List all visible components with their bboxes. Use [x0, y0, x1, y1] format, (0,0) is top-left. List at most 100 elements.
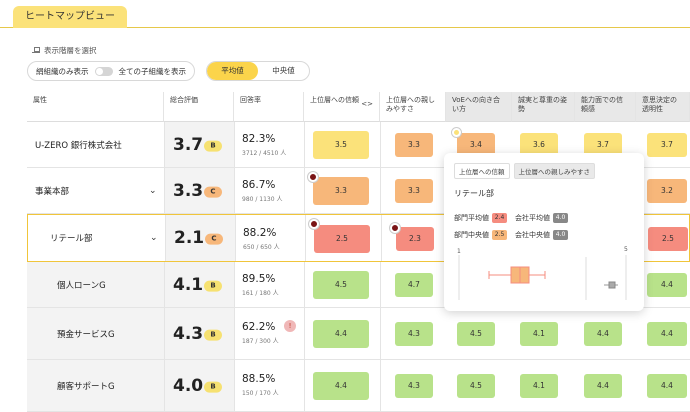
heat-cell[interactable]: 4.5 — [457, 322, 495, 346]
heat-cell[interactable]: 4.1 — [520, 322, 558, 346]
segment-median[interactable]: 中央値 — [272, 66, 295, 75]
dept-median-label: 部門中央値 — [454, 230, 489, 239]
overall-score: 3.7 — [173, 134, 204, 155]
response-rate: 89.5% — [242, 273, 276, 285]
hierarchy-label-text: 表示階層を選択 — [44, 46, 97, 55]
heat-cell[interactable]: 4.4 — [647, 273, 687, 297]
header-c2[interactable]: 上位層への親しみやすさ — [380, 92, 446, 122]
company-median-value: 4.0 — [553, 229, 568, 240]
response-count: 3712 / 4510 人 — [242, 150, 287, 157]
heat-cell[interactable]: 2.3 — [396, 227, 434, 251]
heat-cell[interactable]: 4.5 — [457, 374, 495, 398]
row-name: 事業本部 — [35, 186, 70, 197]
table-row-company[interactable]: U-ZERO 銀行株式会社 3.7 B 82.3% 3712 / 4510 人 … — [27, 122, 690, 168]
child-org-toggle[interactable]: 絹組織のみ表示 全ての子組織を表示 — [27, 61, 195, 81]
heat-cell[interactable]: 2.5 — [314, 225, 370, 253]
hierarchy-label: 表示階層を選択 — [32, 45, 97, 56]
alert-dot[interactable] — [308, 172, 318, 182]
row-name: 顧客サポートG — [57, 381, 115, 392]
response-count: 150 / 170 人 — [242, 390, 279, 397]
grade-badge: B — [204, 329, 222, 341]
row-name: U-ZERO 銀行株式会社 — [35, 140, 122, 151]
row-name: 個人ローンG — [57, 280, 106, 291]
chevron-down-icon[interactable]: ⌄ — [150, 233, 158, 243]
response-rate: 82.3% — [242, 133, 276, 145]
company-avg-value: 4.0 — [553, 212, 568, 223]
heat-cell[interactable]: 3.3 — [395, 133, 433, 157]
response-rate: 88.5% — [242, 373, 276, 385]
overall-score: 4.0 — [173, 375, 204, 396]
sort-icon[interactable]: <> — [361, 100, 373, 108]
dept-avg-label: 部門平均値 — [454, 213, 489, 222]
heat-cell[interactable]: 3.5 — [313, 131, 369, 159]
header-c3[interactable]: VoEへの向き合い方 — [446, 92, 512, 122]
heat-cell[interactable]: 4.4 — [313, 372, 369, 400]
grade-badge: C — [204, 186, 222, 198]
popup-stats: 部門平均値 2.4 会社平均値 4.0 部門中央値 2.5 会社中央値 4.0 — [454, 209, 576, 243]
header-c6[interactable]: 意思決定の透明性 — [636, 92, 690, 122]
tab-heatmap-view[interactable]: ヒートマップビュー — [13, 6, 127, 28]
table-row-division[interactable]: 事業本部 ⌄ 3.3 C 86.7% 980 / 1130 人 3.3 3.3 … — [27, 168, 690, 214]
table-row-deposit-service[interactable]: 預金サービスG 4.3 B 62.2% 187 / 300 人 ! 4.4 4.… — [27, 308, 690, 360]
heat-cell[interactable]: 3.3 — [313, 177, 369, 205]
response-count: 650 / 650 人 — [243, 244, 280, 251]
popup-title: リテール部 — [454, 189, 494, 198]
heat-cell[interactable]: 4.4 — [647, 374, 687, 398]
toggle-right-label: 全ての子組織を表示 — [118, 66, 187, 76]
heatmap-table: 属性 総合評価 回答率 上位層への信頼 <> 上位層への親しみやすさ VoEへの… — [27, 92, 690, 412]
heat-cell[interactable]: 3.2 — [647, 179, 687, 203]
alert-dot[interactable] — [309, 219, 319, 229]
hierarchy-icon — [32, 46, 40, 55]
dept-median-value: 2.5 — [492, 229, 507, 240]
heat-cell[interactable]: 4.3 — [395, 322, 433, 346]
warning-icon[interactable]: ! — [284, 320, 296, 332]
heat-cell[interactable]: 4.5 — [313, 271, 369, 299]
chevron-down-icon[interactable]: ⌄ — [149, 185, 157, 196]
aggregate-selector[interactable]: 平均値 中央値 — [206, 61, 310, 81]
alert-dot[interactable] — [390, 223, 400, 233]
heat-cell[interactable]: 4.3 — [395, 374, 433, 398]
heat-cell[interactable]: 4.1 — [520, 374, 558, 398]
header-c1-label: 上位層への信頼 — [310, 96, 359, 104]
company-avg-label: 会社平均値 — [515, 213, 550, 222]
popup-tab-trust[interactable]: 上位層への信頼 — [454, 163, 510, 179]
grade-badge: B — [204, 381, 222, 393]
response-count: 187 / 300 人 — [242, 338, 279, 345]
heat-cell[interactable]: 2.5 — [648, 227, 688, 251]
axis-max-label: 5 — [624, 246, 628, 253]
tab-bar: ヒートマップビュー — [0, 0, 690, 28]
heat-cell[interactable]: 3.3 — [395, 179, 433, 203]
heat-cell[interactable]: 4.4 — [584, 322, 622, 346]
table-row-retail-selected[interactable]: リテール部 ⌄ 2.1 C 88.2% 650 / 650 人 2.5 2.3 … — [27, 214, 690, 262]
toggle-left-label: 絹組織のみ表示 — [36, 66, 89, 76]
heat-cell[interactable]: 3.7 — [647, 133, 687, 157]
header-attr: 属性 — [27, 92, 164, 122]
header-c4[interactable]: 誠実と尊重の姿勢 — [512, 92, 575, 122]
heat-cell[interactable]: 4.4 — [584, 374, 622, 398]
toggle-switch[interactable] — [94, 66, 113, 76]
overall-score: 4.1 — [173, 274, 204, 295]
header-overall: 総合評価 — [164, 92, 234, 122]
heat-cell[interactable]: 4.4 — [647, 322, 687, 346]
row-name: リテール部 — [50, 234, 93, 244]
response-rate: 62.2% — [242, 321, 276, 333]
overall-score: 3.3 — [173, 180, 204, 201]
row-name: 預金サービスG — [57, 329, 115, 340]
axis-min-label: 1 — [457, 248, 461, 255]
header-c1[interactable]: 上位層への信頼 <> — [304, 92, 380, 122]
grade-badge: C — [205, 233, 223, 245]
popup-tab-approachability[interactable]: 上位層への親しみやすさ — [513, 163, 595, 179]
boxplot-chart: 1 5 — [457, 246, 628, 300]
segment-average[interactable]: 平均値 — [207, 62, 258, 80]
company-median-label: 会社中央値 — [515, 230, 550, 239]
heat-cell[interactable]: 4.4 — [313, 320, 369, 348]
selected-cell-marker — [452, 128, 461, 137]
table-row-customer-support[interactable]: 顧客サポートG 4.0 B 88.5% 150 / 170 人 4.4 4.3 … — [27, 360, 690, 412]
grade-badge: B — [204, 140, 222, 152]
heat-cell[interactable]: 4.7 — [395, 273, 433, 297]
response-count: 980 / 1130 人 — [242, 196, 283, 203]
header-c5[interactable]: 能力面での信頼感 — [575, 92, 636, 122]
response-rate: 88.2% — [243, 227, 277, 239]
overall-score: 4.3 — [173, 323, 204, 344]
table-row-personal-loan[interactable]: 個人ローンG 4.1 B 89.5% 161 / 180 人 4.5 4.7 4… — [27, 262, 690, 308]
